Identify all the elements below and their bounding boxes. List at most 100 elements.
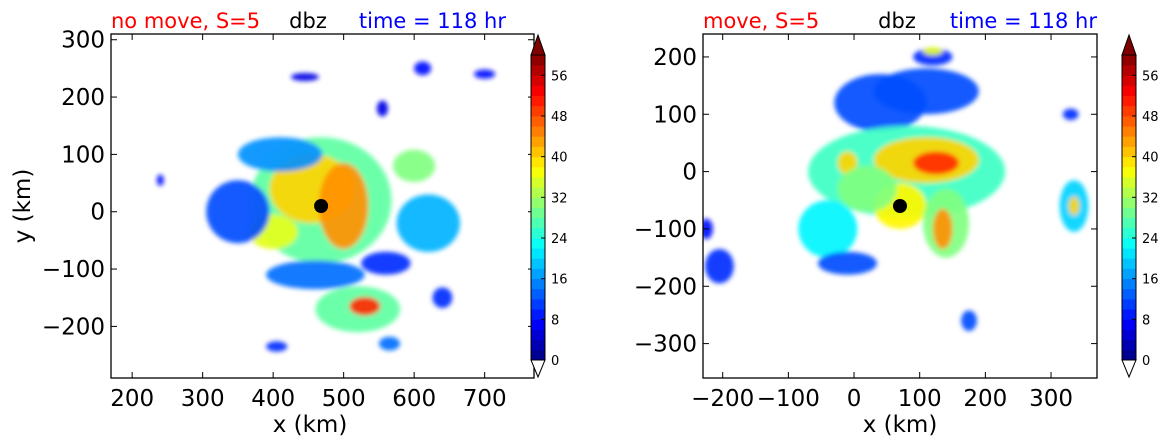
panel-2-y-axis: 200 100 0 −100 −200 −300 — [634, 45, 1097, 358]
colorbar-segment — [1122, 329, 1136, 341]
y-tick-label: 0 — [90, 200, 105, 226]
panel-2-x-label: x (km) — [863, 412, 938, 438]
panel-2: move, S=5 dbz time = 118 hr −200 −100 0 100… — [634, 9, 1159, 438]
colorbar-segment — [531, 156, 545, 168]
colorbar-segment — [531, 75, 545, 86]
colorbar-tick-label: 40 — [551, 151, 568, 166]
colorbar-segment — [1122, 319, 1136, 330]
panel-2-colorbar: 0 8 16 24 32 40 48 56 — [1121, 33, 1159, 379]
reflectivity-cell-8 — [396, 194, 460, 252]
colorbar-segment — [1122, 238, 1136, 249]
colorbar-segment — [531, 166, 545, 178]
colorbar-tick-label: 0 — [1142, 354, 1150, 369]
colorbar-segment — [1122, 248, 1136, 259]
colorbar-segment — [531, 319, 545, 330]
storm-center-marker — [893, 199, 907, 213]
storm-center-marker — [314, 199, 329, 213]
colorbar-segment — [1122, 75, 1136, 86]
reflectivity-cell-7 — [237, 137, 323, 172]
colorbar-segment — [531, 95, 545, 107]
reflectivity-cell-14 — [818, 251, 877, 275]
colorbar-segment — [531, 197, 545, 208]
colorbar-segment — [1122, 136, 1136, 147]
panel-1-plot-area — [156, 61, 496, 352]
panel-1: no move, S=5 dbz time = 118 hr 200 300 400… — [10, 9, 568, 438]
reflectivity-cell-13 — [266, 341, 288, 352]
colorbar-segment — [1122, 339, 1136, 351]
panel-1-x-label: x (km) — [273, 412, 348, 438]
colorbar-segment — [531, 339, 545, 351]
colorbar-segment — [1122, 268, 1136, 280]
reflectivity-cell-16 — [474, 69, 496, 79]
colorbar-tick-label: 24 — [1142, 232, 1159, 247]
x-tick-label: 400 — [251, 386, 295, 412]
colorbar-segment — [531, 126, 545, 137]
x-tick-label: 300 — [1029, 386, 1073, 412]
colorbar-segment — [531, 299, 545, 310]
reflectivity-cell-13 — [798, 200, 858, 258]
y-tick-label: 0 — [682, 160, 697, 186]
panel-1-x-axis: 200 300 400 500 600 700 — [110, 34, 507, 412]
colorbar-segment — [1122, 309, 1136, 320]
colorbar-segment — [531, 136, 545, 147]
panel-1-colorbar: 0 8 16 24 32 40 48 56 — [530, 33, 568, 379]
panel-2-plot-area — [703, 47, 1089, 332]
colorbar-tick-label: 0 — [551, 354, 559, 369]
reflectivity-cell-15 — [414, 61, 432, 76]
colorbar-segment — [1122, 95, 1136, 107]
colorbar-segment — [531, 329, 545, 341]
colorbar-segment — [531, 217, 545, 229]
panel-2-x-axis: −200 −100 0 100 200 300 — [691, 34, 1073, 412]
colorbar-segment — [531, 85, 545, 97]
x-tick-label: −100 — [757, 386, 820, 412]
colorbar-segment — [1122, 177, 1136, 188]
colorbar-segment — [531, 309, 545, 320]
reflectivity-cell-19 — [376, 100, 388, 117]
x-tick-label: 600 — [392, 386, 436, 412]
reflectivity-cell-20 — [432, 287, 453, 309]
colorbar-segment — [1122, 85, 1136, 97]
colorbar-segment — [1122, 166, 1136, 178]
y-tick-label: 300 — [61, 28, 105, 54]
reflectivity-cell-3 — [913, 48, 953, 66]
colorbar-segment — [1122, 187, 1136, 198]
colorbar-segment — [1122, 105, 1136, 117]
y-tick-label: 100 — [61, 142, 105, 168]
reflectivity-cell-2 — [873, 68, 979, 115]
panel-1-title-center: dbz — [289, 9, 327, 33]
colorbar-segment — [1122, 227, 1136, 239]
reflectivity-cell-14 — [266, 260, 365, 290]
colorbar-segment — [531, 187, 545, 198]
colorbar-frame — [1121, 54, 1137, 361]
x-tick-label: 0 — [847, 386, 862, 412]
panel-1-title-right: time = 118 hr — [359, 9, 506, 33]
colorbar-segment — [1122, 146, 1136, 158]
reflectivity-cell-9 — [837, 151, 858, 175]
colorbar-max-extension — [1121, 33, 1137, 56]
colorbar-segment — [1122, 288, 1136, 300]
colorbar-segment — [531, 227, 545, 239]
x-tick-label: 200 — [963, 386, 1007, 412]
reflectivity-cell-16 — [1068, 196, 1080, 216]
colorbar-frame — [530, 54, 546, 361]
reflectivity-cell-18 — [961, 310, 977, 332]
x-tick-label: 500 — [322, 386, 366, 412]
reflectivity-cell-18 — [156, 174, 164, 186]
colorbar-tick-label: 8 — [1142, 313, 1150, 328]
colorbar-tick-label: 32 — [1142, 191, 1159, 206]
colorbar-segment — [531, 207, 545, 219]
colorbar-tick-label: 40 — [1142, 151, 1159, 166]
panel-1-title-left: no move, S=5 — [111, 9, 260, 33]
colorbar-segment — [1122, 116, 1136, 127]
colorbar-tick-label: 56 — [1142, 69, 1159, 84]
colorbar-segment — [531, 288, 545, 300]
colorbar-segment — [1122, 349, 1136, 361]
y-tick-label: −300 — [634, 332, 697, 358]
colorbar-tick-label: 8 — [551, 313, 559, 328]
reflectivity-cell-12 — [378, 336, 401, 351]
colorbar-segment — [531, 349, 545, 361]
reflectivity-cell-3 — [318, 163, 369, 249]
reflectivity-cell-12 — [932, 208, 953, 249]
colorbar-segment — [531, 248, 545, 259]
